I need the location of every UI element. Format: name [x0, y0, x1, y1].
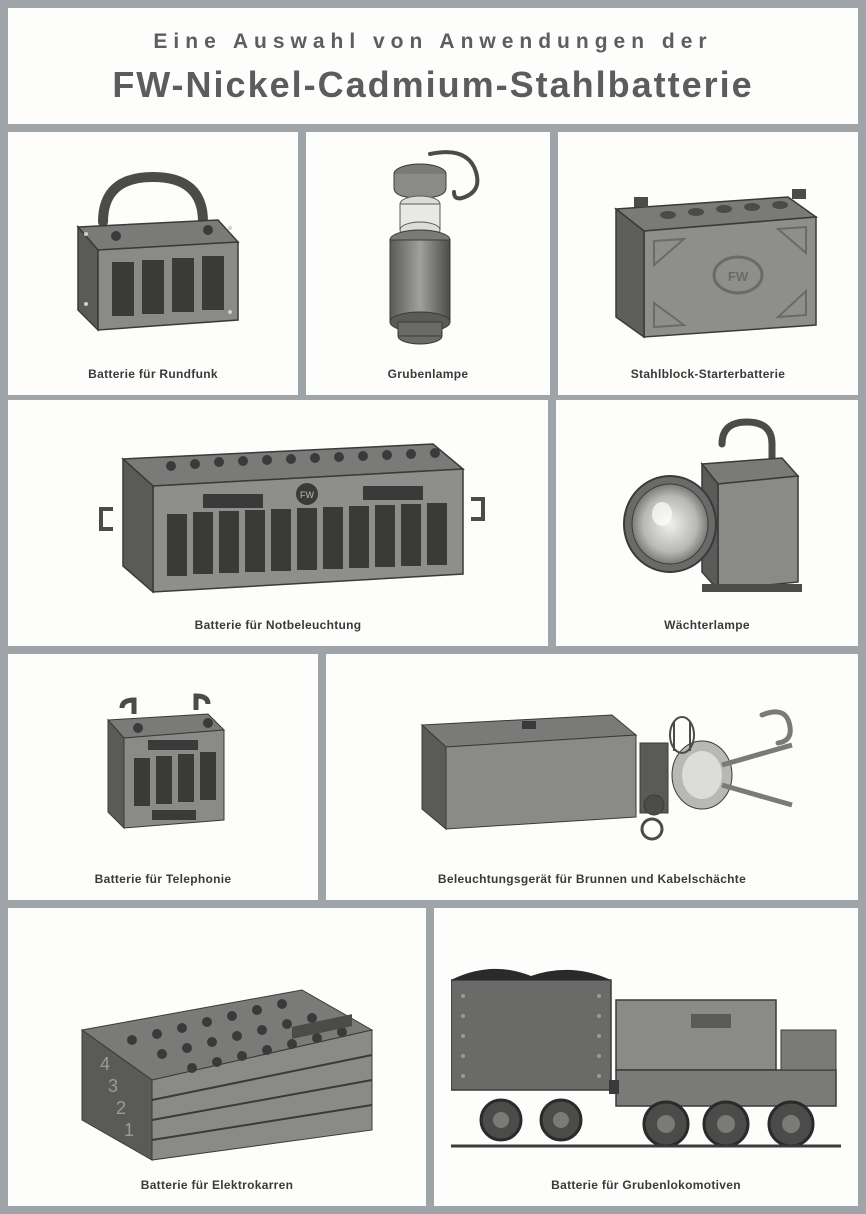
svg-text:4: 4 — [100, 1054, 110, 1074]
illustration-grubenlokomotiven — [442, 920, 850, 1170]
cell-waechterlampe: Wächterlampe — [556, 400, 858, 646]
cell-telephonie: Batterie für Telephonie — [8, 654, 318, 900]
illustration-grubenlampe — [314, 144, 542, 359]
page-header: Eine Auswahl von Anwendungen der FW-Nick… — [8, 8, 858, 124]
cell-elektrokarren: 4 3 2 1 Batteri — [8, 908, 426, 1206]
illustration-elektrokarren: 4 3 2 1 — [16, 920, 418, 1170]
cell-grubenlokomotiven: Batterie für Grubenlokomotiven — [434, 908, 858, 1206]
row-2: FW Batterie für Notbeleuchtung — [8, 400, 858, 646]
caption-grubenlokomotiven: Batterie für Grubenlokomotiven — [551, 1178, 741, 1192]
caption-grubenlampe: Grubenlampe — [388, 367, 469, 381]
svg-text:3: 3 — [108, 1076, 118, 1096]
caption-stahlblock: Stahlblock-Starterbatterie — [631, 367, 786, 381]
caption-elektrokarren: Batterie für Elektrokarren — [141, 1178, 294, 1192]
cell-rundfunk: Batterie für Rundfunk — [8, 132, 298, 395]
cell-grubenlampe: Grubenlampe — [306, 132, 550, 395]
cell-brunnen: Beleuchtungsgerät für Brunnen und Kabels… — [326, 654, 858, 900]
illustration-notbeleuchtung: FW — [16, 412, 540, 610]
row-1: Batterie für Rundfunk — [8, 132, 858, 392]
caption-notbeleuchtung: Batterie für Notbeleuchtung — [195, 618, 362, 632]
caption-telephonie: Batterie für Telephonie — [95, 872, 232, 886]
page-title: FW-Nickel-Cadmium-Stahlbatterie — [18, 64, 848, 106]
cell-stahlblock: FW Stahlblock-Starterbatterie — [558, 132, 858, 395]
cell-notbeleuchtung: FW Batterie für Notbeleuchtung — [8, 400, 548, 646]
row-4: 4 3 2 1 Batteri — [8, 908, 858, 1206]
illustration-waechterlampe — [564, 412, 850, 610]
caption-brunnen: Beleuchtungsgerät für Brunnen und Kabels… — [438, 872, 746, 886]
caption-waechterlampe: Wächterlampe — [664, 618, 750, 632]
svg-text:FW: FW — [728, 269, 749, 284]
illustration-rundfunk — [16, 144, 290, 359]
illustration-brunnen — [334, 666, 850, 864]
catalog-page: Eine Auswahl von Anwendungen der FW-Nick… — [0, 0, 866, 1214]
row-3: Batterie für Telephonie — [8, 654, 858, 900]
page-subtitle: Eine Auswahl von Anwendungen der — [18, 30, 848, 54]
svg-text:1: 1 — [124, 1120, 134, 1140]
illustration-telephonie — [16, 666, 310, 864]
svg-text:2: 2 — [116, 1098, 126, 1118]
illustration-stahlblock: FW — [566, 144, 850, 359]
svg-text:FW: FW — [300, 490, 314, 500]
caption-rundfunk: Batterie für Rundfunk — [88, 367, 218, 381]
